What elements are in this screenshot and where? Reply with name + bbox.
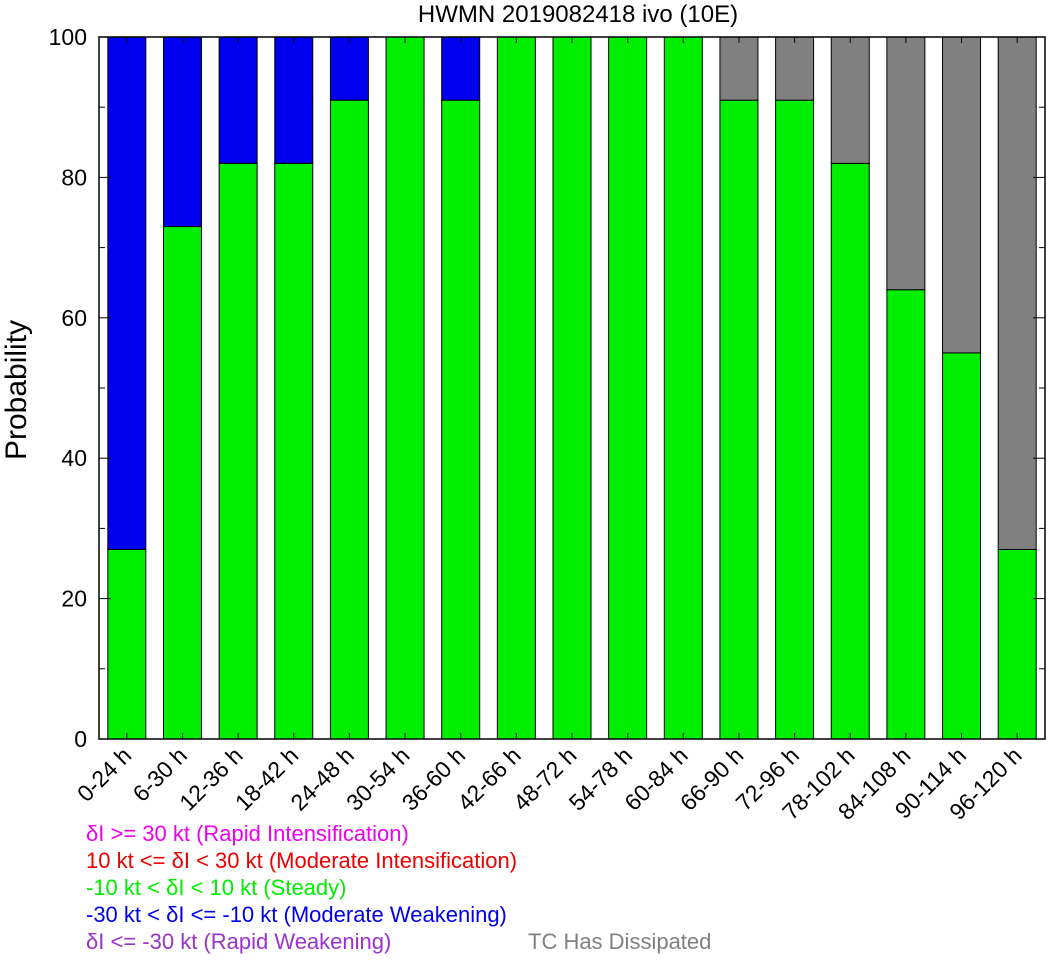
- bars-group: [108, 37, 1036, 739]
- legend-moderate-weakening: -30 kt < δI <= -10 kt (Moderate Weakenin…: [86, 902, 507, 928]
- y-tick-label: 0: [74, 726, 87, 752]
- legend-tc-dissipated: TC Has Dissipated: [528, 929, 711, 955]
- bar-segment-2-12: [776, 37, 814, 100]
- y-axis-label: Probability: [0, 320, 33, 460]
- legend-moderate-intensification: 10 kt <= δI < 30 kt (Moderate Intensific…: [86, 848, 517, 874]
- bar-segment-2-15: [943, 37, 981, 353]
- bar-segment-0-9: [609, 37, 647, 739]
- bar-segment-0-8: [553, 37, 591, 739]
- bar-segment-0-12: [776, 100, 814, 739]
- bar-segment-0-15: [943, 353, 981, 739]
- bar-segment-0-10: [664, 37, 702, 739]
- bar-segment-0-4: [330, 100, 368, 739]
- bar-segment-0-6: [442, 100, 480, 739]
- y-tick-label: 100: [49, 24, 87, 50]
- bar-segment-0-16: [998, 549, 1036, 739]
- y-tick-label: 20: [61, 586, 87, 612]
- legend-rapid-intensification: δI >= 30 kt (Rapid Intensification): [86, 821, 409, 847]
- bar-segment-2-14: [887, 37, 925, 290]
- bar-segment-1-1: [163, 37, 201, 227]
- bar-segment-0-1: [163, 227, 201, 739]
- y-tick-label: 80: [61, 164, 87, 190]
- bar-segment-0-2: [219, 163, 257, 739]
- legend-rapid-weakening: δI <= -30 kt (Rapid Weakening): [86, 929, 391, 955]
- bar-segment-0-0: [108, 549, 146, 739]
- bar-segment-2-16: [998, 37, 1036, 549]
- bar-segment-0-11: [720, 100, 758, 739]
- bar-segment-1-2: [219, 37, 257, 163]
- bar-segment-1-3: [275, 37, 313, 163]
- bar-segment-1-4: [330, 37, 368, 100]
- bar-segment-1-0: [108, 37, 146, 549]
- probability-bar-chart: HWMN 2019082418 ivo (10E) Probability 0 -…: [0, 0, 1057, 960]
- y-tick-label: 40: [61, 445, 87, 471]
- bar-segment-2-11: [720, 37, 758, 100]
- bar-segment-2-13: [831, 37, 869, 163]
- bar-segment-0-13: [831, 163, 869, 739]
- bar-segment-0-3: [275, 163, 313, 739]
- bar-segment-0-14: [887, 290, 925, 739]
- bar-segment-0-7: [497, 37, 535, 739]
- chart-title: HWMN 2019082418 ivo (10E): [418, 1, 738, 28]
- bar-segment-1-6: [442, 37, 480, 100]
- y-tick-label: 60: [61, 305, 87, 331]
- legend-steady: -10 kt < δI < 10 kt (Steady): [86, 875, 346, 901]
- bar-segment-0-5: [386, 37, 424, 739]
